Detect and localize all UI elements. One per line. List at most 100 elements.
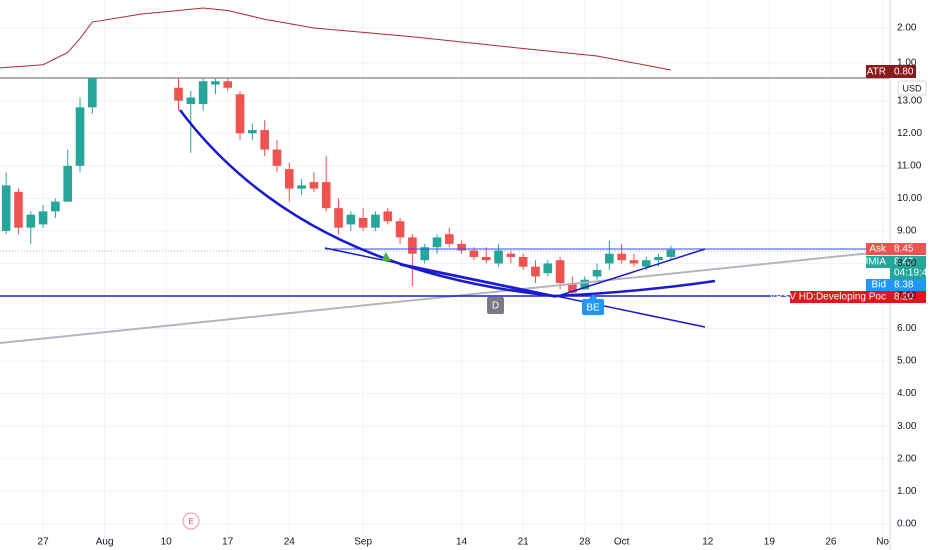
- candle-body: [432, 237, 442, 248]
- candle-body: [297, 185, 306, 189]
- x-tick-label: 19: [764, 537, 776, 548]
- marker-d[interactable]: [487, 297, 504, 314]
- price-tag-value: 8.38: [894, 280, 914, 291]
- price-tag-value: 8.20: [894, 292, 914, 303]
- y-tick-label: 1.00: [897, 486, 917, 497]
- price-tag: [790, 291, 926, 303]
- y-tick-label: 8.00: [897, 258, 917, 269]
- price-tag: [866, 243, 926, 255]
- y-tick-label: 6.00: [897, 323, 917, 334]
- y-tick-label: 11.00: [897, 160, 922, 171]
- candle-body: [211, 81, 220, 85]
- x-tick-label: 28: [579, 537, 591, 548]
- candle-body: [518, 256, 528, 267]
- candle-body: [654, 256, 663, 261]
- y-tick-label: 7.00: [897, 291, 917, 302]
- candle-body: [198, 81, 208, 105]
- candle-body: [457, 243, 466, 251]
- y-tick-label: 12.00: [897, 128, 922, 139]
- atr-tag-value: 0.80: [894, 67, 914, 78]
- atr-tag: [866, 65, 916, 78]
- price-tag: [890, 267, 926, 279]
- marker-be[interactable]: [582, 299, 604, 315]
- candle-body: [309, 182, 319, 189]
- candle-body: [346, 214, 356, 225]
- candle-body: [617, 253, 626, 261]
- atr-pane: 1.00 2.00 ATR 0.80: [0, 7, 917, 78]
- price-tag-name: Ask: [869, 244, 887, 255]
- currency-box[interactable]: [897, 80, 927, 96]
- x-tick-label: 27: [38, 537, 50, 548]
- y-tick-label: 3.00: [897, 421, 917, 432]
- atr-tag-name: ATR: [867, 67, 886, 78]
- y-tick-label: 2.00: [897, 453, 917, 464]
- candle-body: [641, 260, 651, 267]
- candle-body: [506, 253, 516, 257]
- candle-body: [555, 260, 565, 283]
- candle-body: [605, 253, 614, 264]
- arc: [179, 109, 556, 298]
- candle-body: [371, 214, 380, 228]
- candle-body: [629, 260, 639, 264]
- price-tag-value: 8.42: [894, 257, 914, 268]
- marker-d-label: D: [492, 301, 499, 312]
- candle-body: [1, 185, 11, 231]
- candle-body: [408, 237, 417, 254]
- marker-pointer: [588, 294, 598, 300]
- candle-body: [481, 256, 491, 261]
- trend-line: [0, 250, 891, 344]
- atr-tick-label: 2.00: [897, 23, 917, 34]
- earnings-label: E: [188, 517, 193, 526]
- candle-body: [51, 201, 60, 212]
- trend-line: [554, 248, 706, 298]
- candle-body: [494, 250, 503, 264]
- y-tick-label: 13.00: [897, 95, 922, 106]
- candle-body: [63, 165, 73, 202]
- x-tick-label: 24: [284, 537, 296, 548]
- x-tick-label: 26: [825, 537, 837, 548]
- candle-body: [75, 107, 85, 166]
- candle-body: [248, 130, 257, 134]
- marker-be-label: BE: [586, 303, 600, 314]
- candle-body: [14, 191, 23, 228]
- price-tag-value: 04:19:43: [894, 268, 932, 279]
- candle-body: [235, 94, 245, 134]
- candle-body: [666, 249, 676, 257]
- y-tick-label: 9.00: [897, 226, 917, 237]
- candle-body: [445, 234, 454, 244]
- candle-body: [38, 211, 48, 225]
- x-tick-label: 10: [161, 537, 173, 548]
- price-tag-value: 8.45: [894, 244, 914, 255]
- x-tick-label: 12: [702, 537, 714, 548]
- currency: USD: [902, 83, 922, 93]
- atr-line: [0, 7, 671, 71]
- y-tick-label: 4.00: [897, 388, 917, 399]
- candle-body: [321, 182, 331, 209]
- candle-body: [568, 282, 577, 293]
- trend-line: [399, 264, 556, 298]
- x-tick-label: 14: [456, 537, 468, 548]
- candle-body: [284, 169, 294, 189]
- grid: [0, 0, 890, 540]
- y-tick-label: 5.00: [897, 356, 917, 367]
- y-tick-label: 10.00: [897, 193, 922, 204]
- candle-body: [580, 279, 590, 290]
- candle-body: [272, 149, 282, 166]
- signal-triangle: [381, 252, 391, 261]
- drawings: [0, 109, 891, 530]
- candle-body: [174, 87, 183, 101]
- y-tick-label: 0.00: [897, 518, 917, 529]
- x-tick-label: Sep: [354, 537, 372, 548]
- candle-body: [531, 266, 540, 277]
- trend-line: [324, 247, 706, 328]
- candle-body: [469, 250, 479, 257]
- x-tick-label: No: [876, 537, 889, 548]
- price-tag-name: Bid: [872, 280, 886, 291]
- candle-body: [543, 263, 553, 274]
- candle-body: [592, 269, 602, 277]
- earnings-marker[interactable]: [182, 512, 200, 530]
- x-tick-label: 17: [222, 537, 234, 548]
- price-tag: [866, 279, 926, 291]
- candle-body: [186, 97, 196, 105]
